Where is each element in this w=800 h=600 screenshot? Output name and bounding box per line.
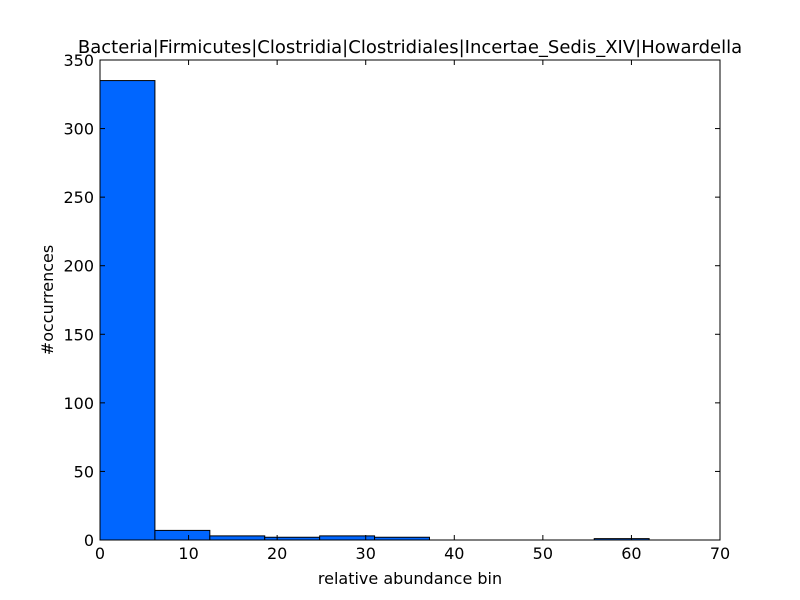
y-tick-label: 50 [74,462,94,481]
chart-title: Bacteria|Firmicutes|Clostridia|Clostridi… [78,37,742,58]
x-tick-label: 40 [444,544,464,563]
x-tick-label: 50 [533,544,553,563]
y-axis-label: #occurrences [38,245,57,355]
x-axis-ticks: 0 10 20 30 40 50 60 70 [95,60,730,563]
y-tick-label: 350 [63,51,94,70]
histogram-bar [154,529,211,541]
x-axis-label: relative abundance bin [318,569,502,588]
bars-group [99,80,650,541]
x-tick-label: 60 [621,544,641,563]
x-tick-label: 10 [178,544,198,563]
x-tick-label: 0 [95,544,105,563]
y-tick-label: 200 [63,257,94,276]
histogram-bar [99,80,156,541]
y-tick-label: 150 [63,325,94,344]
plot-frame [99,59,721,541]
y-tick-label: 300 [63,120,94,139]
y-tick-label: 250 [63,188,94,207]
histogram-bar [319,535,376,541]
y-tick-label: 0 [84,531,94,550]
y-tick-label: 100 [63,394,94,413]
y-axis-ticks: 0 50 100 150 200 250 300 350 [63,51,720,550]
x-tick-label: 70 [710,544,730,563]
x-tick-label: 30 [356,544,376,563]
histogram-bar [209,535,266,541]
x-tick-label: 20 [267,544,287,563]
